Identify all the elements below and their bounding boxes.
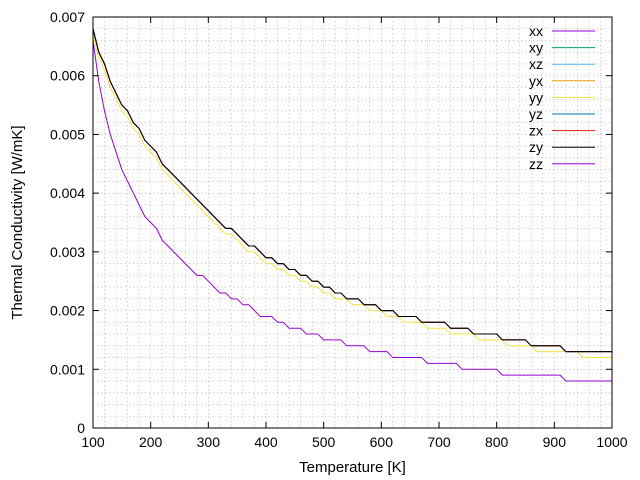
x-tick-label: 400	[254, 434, 278, 450]
x-tick-label: 100	[81, 434, 105, 450]
y-tick-label: 0.002	[50, 303, 85, 319]
y-tick-label: 0.005	[50, 126, 85, 142]
axis-ticks: 100 200 300 400 500 600 700 800 900 1000 0 0.001 0.0…	[50, 9, 628, 450]
y-tick-label: 0.004	[50, 185, 85, 201]
x-tick-label: 800	[485, 434, 509, 450]
legend-label-xz: xz	[529, 56, 543, 72]
x-tick-label: 300	[197, 434, 221, 450]
series-line-yy	[92, 34, 612, 359]
y-tick-label: 0.001	[50, 361, 85, 377]
y-axis-label: Thermal Conductivity [W/mK]	[9, 125, 26, 319]
x-tick-label: 700	[427, 434, 451, 450]
grid-lines	[92, 16, 613, 429]
y-tick-label: 0.007	[50, 9, 85, 25]
legend-label-xx: xx	[529, 23, 543, 39]
legend-label-zz: zz	[529, 156, 543, 172]
legend-label-zy: zy	[529, 139, 543, 155]
y-tick-label: 0.003	[50, 244, 85, 260]
x-tick-label: 200	[139, 434, 163, 450]
x-tick-label: 900	[543, 434, 567, 450]
y-tick-label: 0	[77, 420, 85, 436]
legend-label-xy: xy	[529, 40, 543, 56]
plot-frame	[92, 16, 613, 429]
legend-label-yy: yy	[529, 89, 543, 105]
x-tick-label: 500	[312, 434, 336, 450]
legend-label-yx: yx	[529, 73, 543, 89]
x-axis-label: Temperature [K]	[299, 459, 406, 476]
series-line-zy	[92, 28, 612, 353]
legend-label-yz: yz	[529, 106, 543, 122]
series-line-zz	[92, 40, 612, 382]
series-lines	[92, 28, 612, 382]
legend-label-zx: zx	[529, 123, 543, 139]
x-tick-label: 600	[370, 434, 394, 450]
y-tick-label: 0.006	[50, 68, 85, 84]
x-tick-label: 1000	[596, 434, 627, 450]
